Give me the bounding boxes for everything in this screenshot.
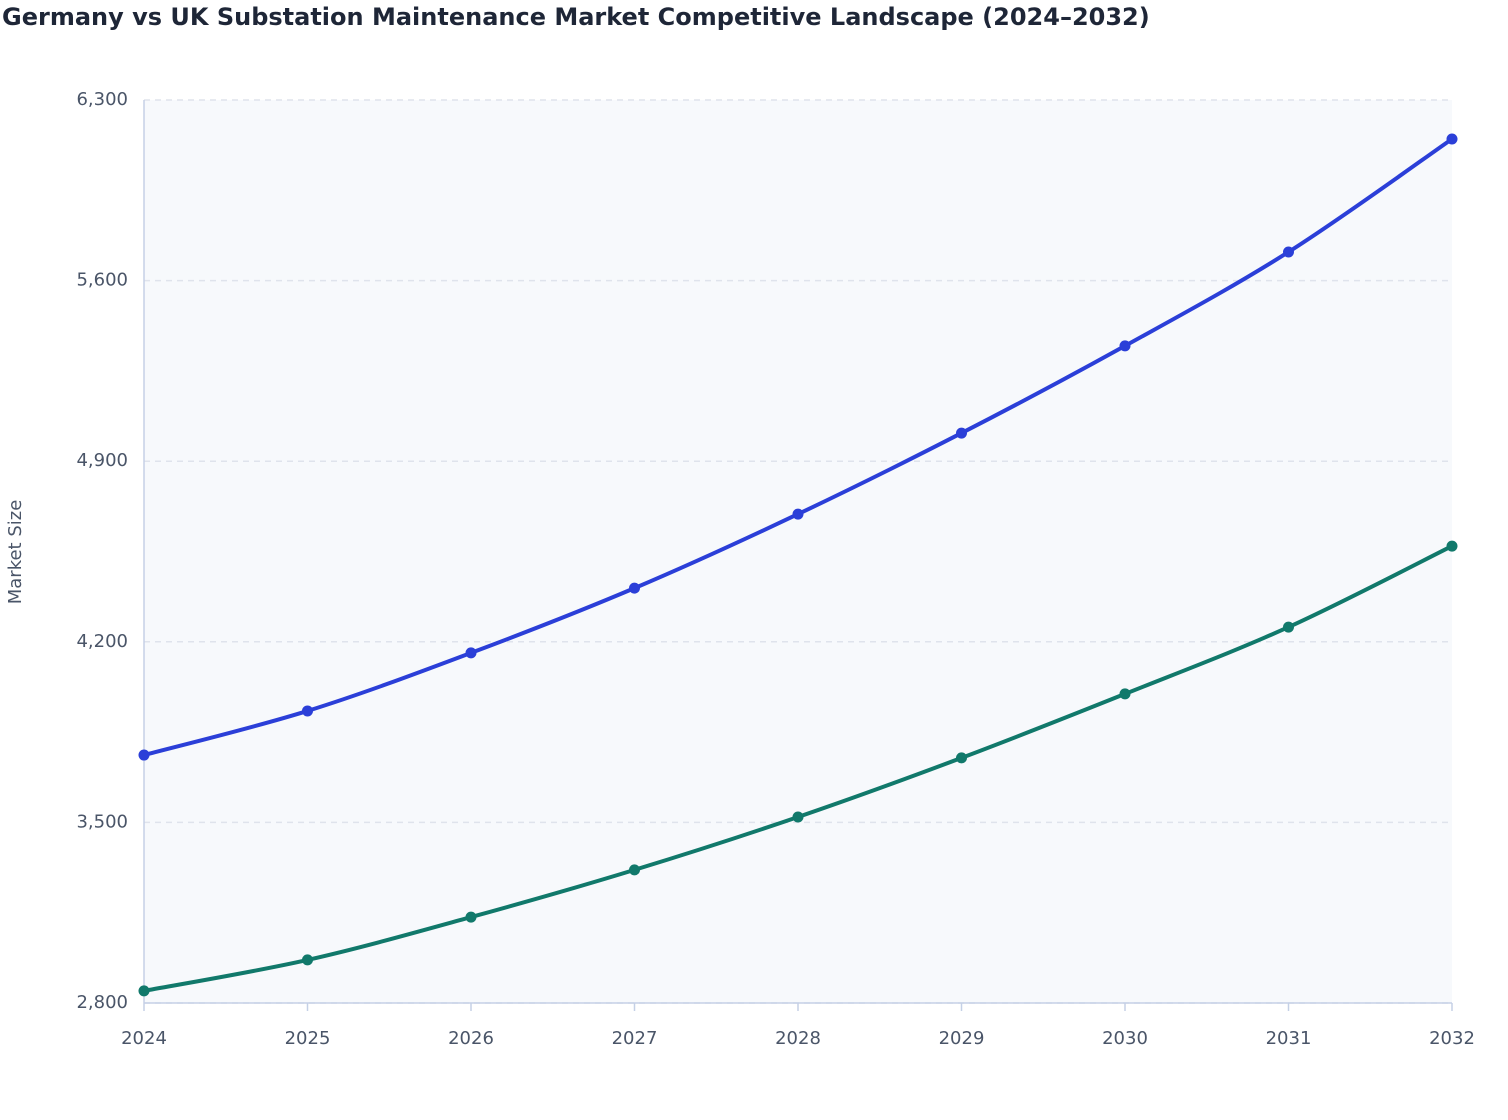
point: [1283, 621, 1294, 633]
y-tick-label: 6,300: [76, 89, 128, 110]
x-tick-label: 2031: [1266, 1028, 1312, 1049]
point: [1446, 133, 1458, 145]
x-tick-label: 2024: [121, 1028, 167, 1049]
point: [1119, 340, 1131, 352]
point: [138, 749, 150, 761]
plot-background: [144, 100, 1452, 1003]
x-tick-label: 2028: [775, 1028, 821, 1049]
y-tick-label: 2,800: [76, 992, 128, 1013]
x-tick-label: 2026: [448, 1028, 494, 1049]
y-tick-label: 5,600: [76, 270, 128, 291]
point: [792, 508, 804, 520]
point: [956, 752, 967, 764]
x-tick-label: 2032: [1429, 1028, 1475, 1049]
x-tick-label: 2029: [939, 1028, 985, 1049]
point: [1446, 540, 1458, 552]
chart-title: Germany vs UK Substation Maintenance Mar…: [2, 3, 1150, 31]
x-tick-label: 2027: [612, 1028, 658, 1049]
y-tick-label: 4,200: [76, 631, 128, 652]
point: [138, 985, 150, 997]
point: [465, 911, 477, 923]
point: [792, 811, 804, 823]
y-tick-label: 4,900: [76, 450, 128, 471]
point: [629, 582, 640, 594]
point: [302, 954, 313, 966]
y-tick-label: 3,500: [76, 811, 128, 832]
x-tick-label: 2030: [1102, 1028, 1148, 1049]
point: [1283, 246, 1294, 258]
y-axis-label: Market Size: [5, 500, 26, 605]
point: [1119, 688, 1131, 700]
x-tick-label: 2025: [285, 1028, 331, 1049]
point: [302, 705, 313, 717]
point: [956, 427, 967, 439]
point: [629, 864, 640, 876]
point: [465, 647, 477, 659]
